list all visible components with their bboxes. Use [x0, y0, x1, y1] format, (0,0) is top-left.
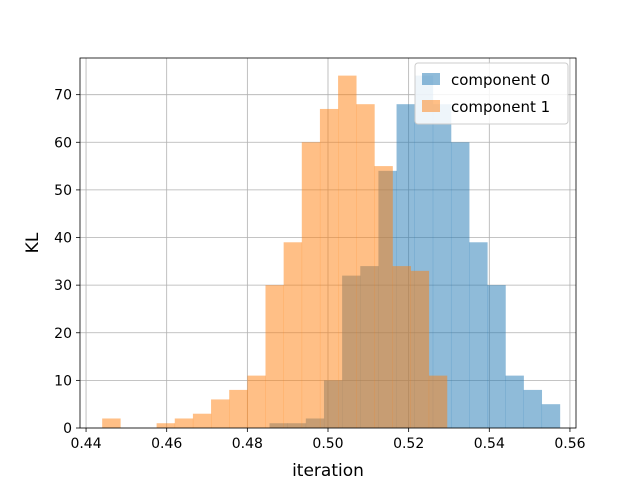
y-tick-label: 50	[54, 183, 72, 199]
x-axis-label: iteration	[292, 461, 364, 480]
legend-label: component 0	[451, 71, 550, 89]
histogram-bar	[450, 142, 470, 429]
histogram-bar	[283, 242, 303, 428]
x-tick-label: 0.48	[232, 436, 263, 452]
histogram-bar	[541, 404, 561, 428]
legend-swatch	[422, 73, 440, 85]
y-tick-label: 10	[54, 373, 72, 389]
y-tick-label: 70	[54, 88, 72, 104]
histogram-bar	[156, 423, 176, 428]
histogram-bar	[102, 418, 121, 428]
legend-label: component 1	[451, 98, 550, 116]
histogram-bar	[505, 375, 524, 428]
y-axis-label: KL	[23, 232, 43, 253]
histogram-bar	[428, 375, 448, 428]
histogram-bar	[487, 285, 506, 428]
y-tick-label: 20	[54, 326, 72, 342]
y-tick-label: 40	[54, 231, 72, 247]
histogram-bar	[192, 413, 212, 428]
x-tick-label: 0.52	[393, 436, 424, 452]
histogram-bar	[265, 285, 284, 428]
histogram-bar	[469, 242, 488, 428]
histogram-bar	[229, 389, 248, 428]
x-tick-label: 0.56	[554, 436, 585, 452]
histogram-bar	[432, 104, 452, 428]
x-tick-label: 0.54	[474, 436, 505, 452]
histogram-bar	[301, 142, 321, 429]
y-tick-label: 60	[54, 135, 72, 151]
histogram-bar	[174, 418, 194, 428]
histogram-bar	[319, 108, 339, 428]
legend: component 0 component 1	[414, 62, 569, 125]
histogram-bar	[374, 166, 393, 428]
histogram-bar	[392, 266, 411, 428]
histogram-bar	[247, 375, 266, 428]
series-1-bars	[102, 75, 448, 429]
histogram-bar	[211, 399, 230, 428]
legend-box	[414, 62, 569, 125]
x-tick-label: 0.46	[151, 436, 182, 452]
axis-ticks: 0.44 0.46 0.48 0.50 0.52 0.54 0.56 0 10 20 30 40 50 6…	[54, 88, 585, 452]
histogram-bars	[102, 75, 561, 429]
y-tick-label: 30	[54, 278, 72, 294]
x-tick-label: 0.50	[312, 436, 343, 452]
histogram-bar	[523, 389, 543, 428]
y-tick-label: 0	[63, 421, 72, 437]
legend-swatch	[422, 100, 440, 112]
histogram-bar	[338, 75, 357, 428]
histogram-bar	[410, 270, 430, 428]
histogram-bar	[356, 104, 375, 428]
x-tick-label: 0.44	[70, 436, 101, 452]
